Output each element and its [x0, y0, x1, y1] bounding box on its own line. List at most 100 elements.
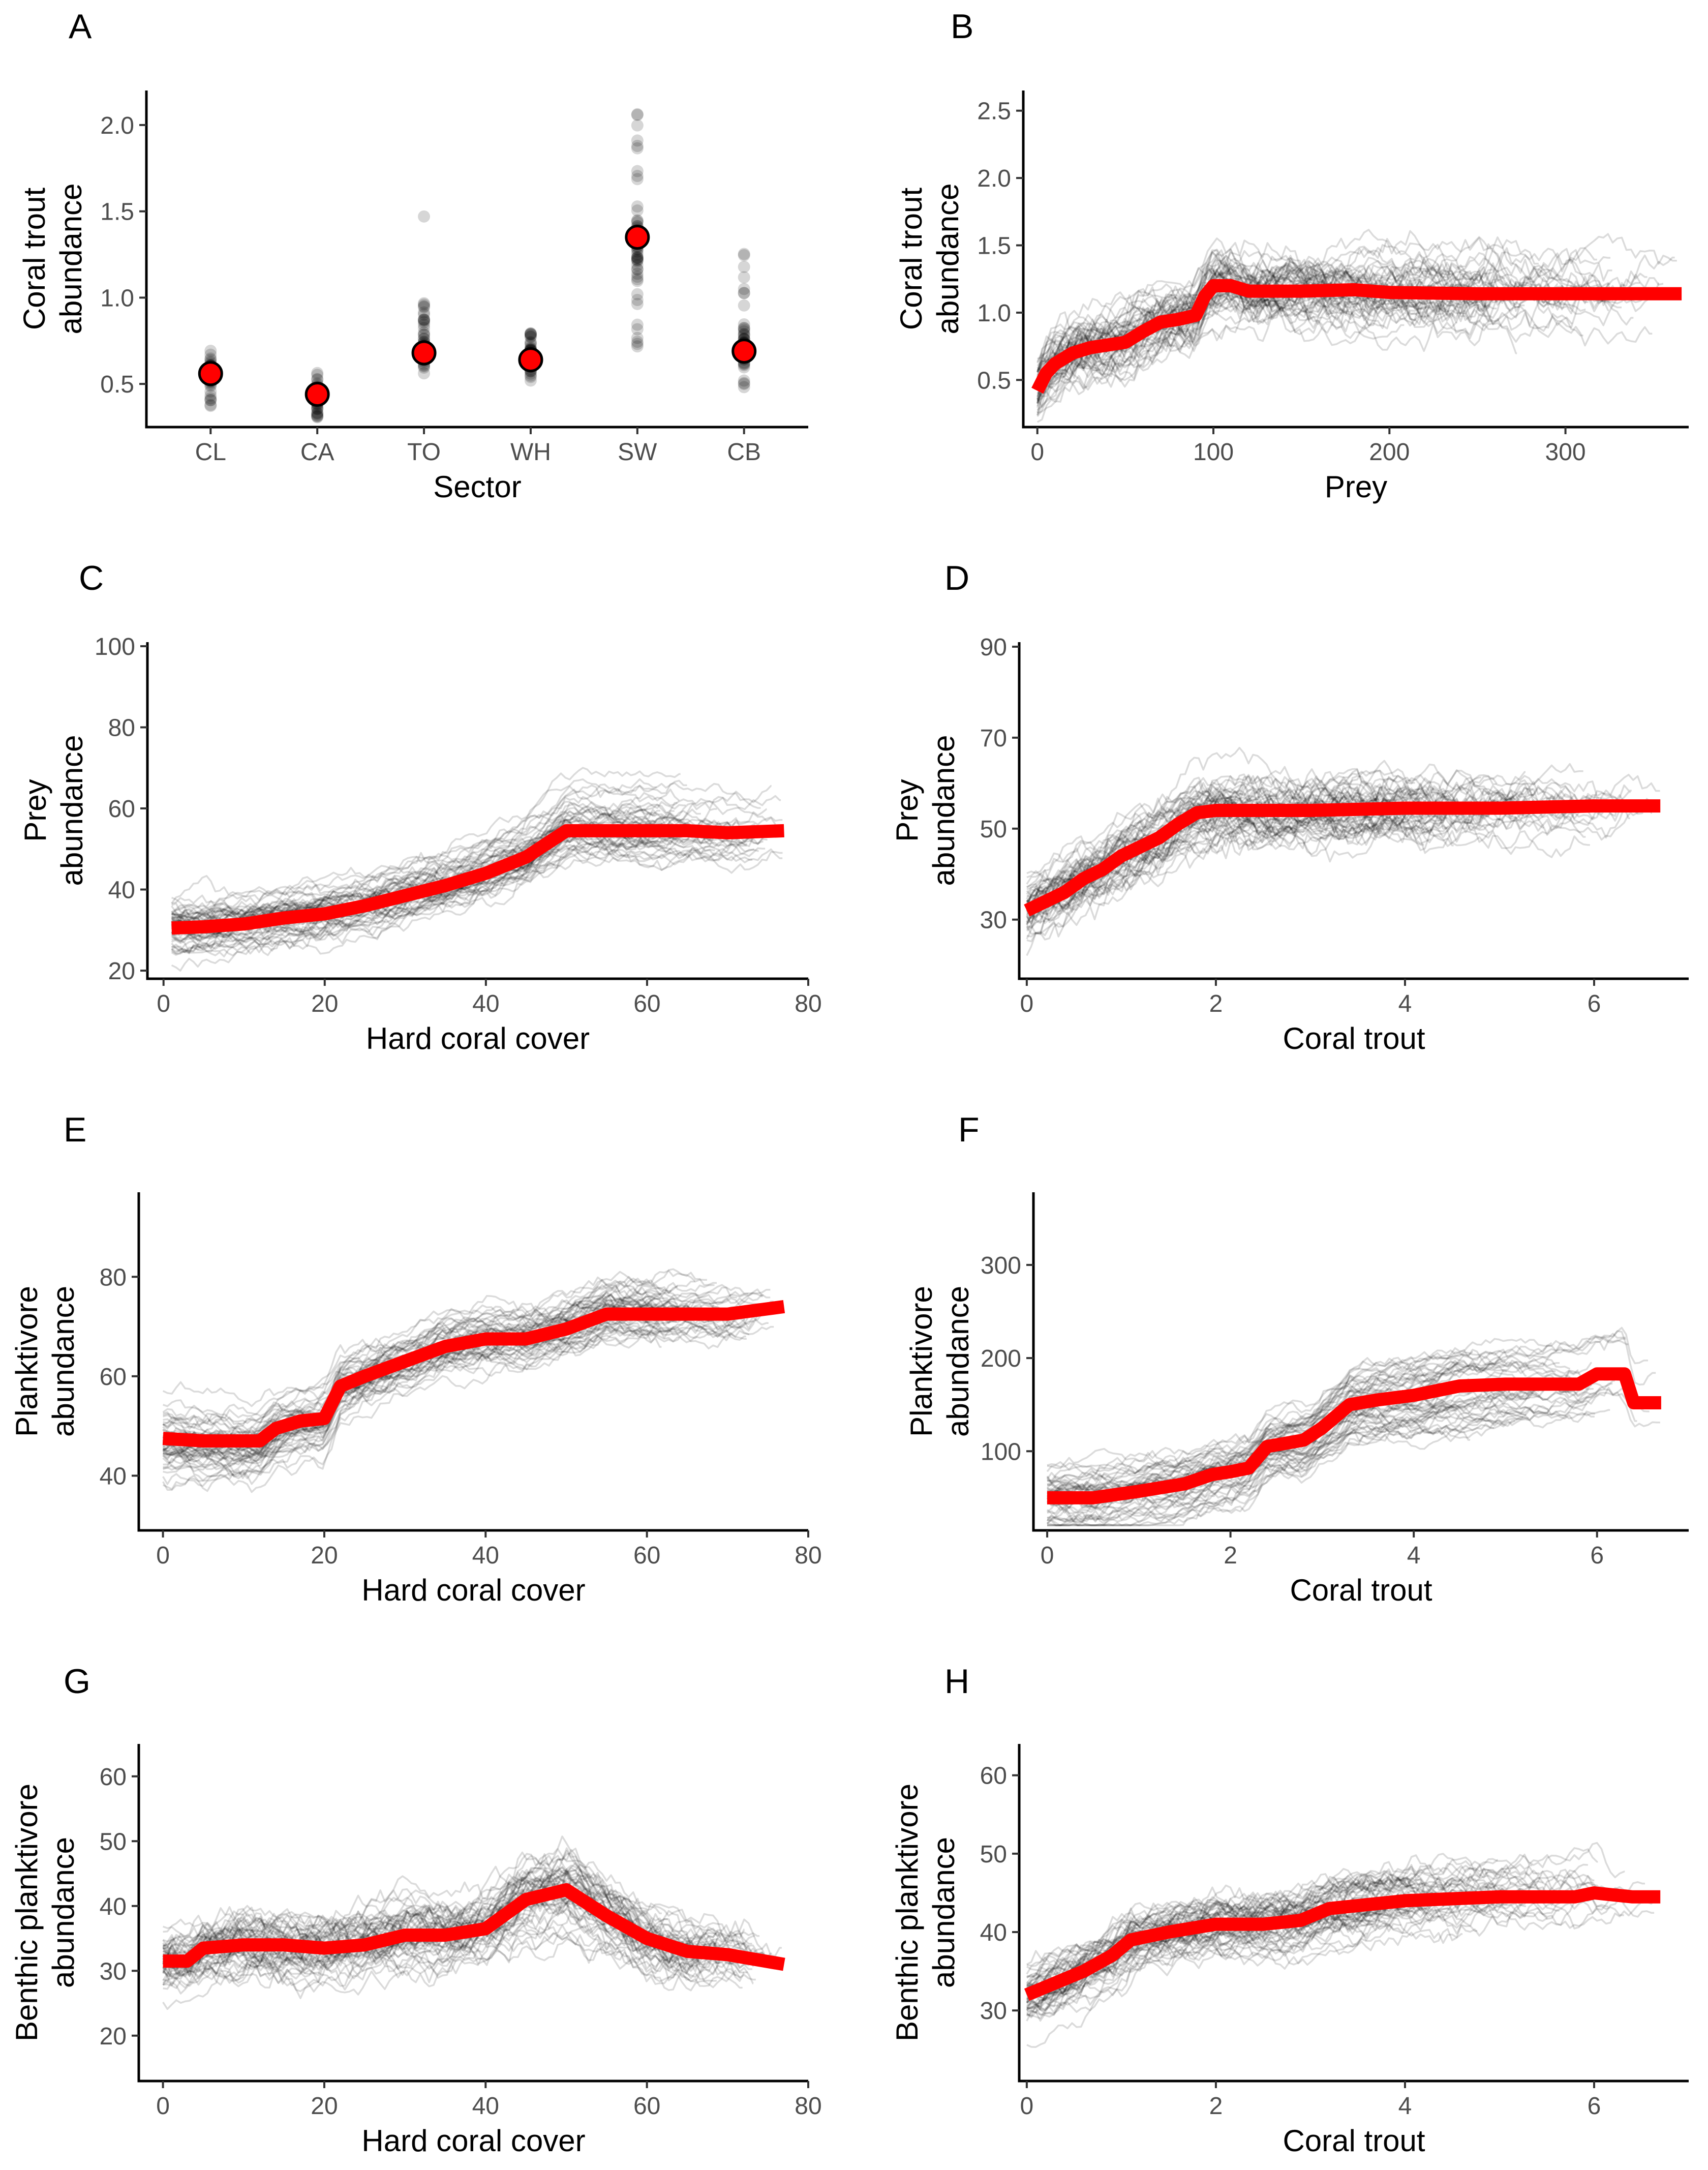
- mean-point-CB: [731, 339, 757, 364]
- ice-line: [1047, 1393, 1597, 1489]
- x-tick-label: 100: [1193, 439, 1234, 466]
- x-tick-label: 20: [311, 2093, 338, 2120]
- ice-line: [162, 1852, 773, 1962]
- ice-line: [1026, 768, 1534, 912]
- panel-G: G 20 30 40 50 60 0 20 40 60 80 Hard coral cover Bent…: [10, 1662, 822, 2158]
- x-tick-label: 0: [1041, 1542, 1054, 1569]
- ice-line: [162, 1301, 688, 1454]
- ice-line: [163, 1835, 772, 1966]
- ice-line: [1026, 1875, 1410, 1984]
- jitter-point: [631, 293, 644, 306]
- ice-line: [1026, 780, 1632, 905]
- ice-line: [171, 804, 711, 905]
- jitter-point: [631, 165, 644, 177]
- ice-line: [1026, 1847, 1598, 1998]
- jitter-point: [631, 297, 644, 310]
- jitter-point: [738, 287, 750, 299]
- ice-line: [162, 1891, 752, 1971]
- ice-line: [1026, 1867, 1621, 2016]
- x-tick-label: 2: [1209, 2093, 1223, 2120]
- ice-line: [1036, 237, 1597, 404]
- panel-D: D 30 50 70 90 0 2 4 6 Coral trout Prey abundance: [890, 559, 1689, 1056]
- ice-line: [1026, 1908, 1434, 2001]
- y-tick-label: 200: [981, 1345, 1021, 1372]
- ice-line: [162, 1853, 668, 1957]
- x-tick-label: 0: [1030, 439, 1044, 466]
- ice-line: [162, 1310, 754, 1462]
- x-tick-label: 40: [472, 2093, 499, 2120]
- ice-line: [162, 1276, 650, 1424]
- jitter-point: [418, 328, 431, 341]
- y-tick-label: 40: [108, 877, 135, 904]
- jitter-point: [738, 374, 750, 387]
- ice-line: [1046, 1362, 1507, 1477]
- y-axis-title-line2-G: abundance: [46, 1837, 80, 1988]
- ice-line: [1047, 1403, 1549, 1526]
- x-tick-label: WH: [510, 439, 551, 466]
- ice-line: [171, 778, 657, 928]
- ice-line: [163, 1913, 703, 1977]
- jitter-point: [418, 314, 431, 326]
- axis-lines-C: [146, 642, 808, 980]
- ice-line: [162, 1898, 662, 1978]
- ice-line: [1026, 1868, 1498, 1967]
- ice-line: [1036, 269, 1505, 372]
- panel-C: C 20 40 60 80 100 0 20 40 60 80 Hard coral cover Pre…: [18, 559, 822, 1056]
- jitter-point: [631, 142, 644, 155]
- ice-line: [1026, 773, 1395, 898]
- ice-line: [162, 1849, 648, 1963]
- ice-line: [1047, 1416, 1515, 1526]
- ice-line: [1026, 775, 1400, 875]
- ice-line: [1036, 269, 1422, 379]
- ice-line: [1026, 1890, 1413, 1991]
- ice-line: [171, 822, 742, 930]
- jitter-point: [204, 385, 217, 398]
- panel-label-E: E: [64, 1110, 86, 1149]
- jitter-point: [311, 406, 324, 419]
- jitter-point: [524, 337, 537, 349]
- y-axis-title-line2-C: abundance: [55, 735, 89, 886]
- x-axis-title-C: Hard coral cover: [366, 1021, 590, 1056]
- jitter-point: [204, 392, 217, 405]
- y-axis-title-line2-D: abundance: [927, 735, 961, 886]
- ice-line: [1026, 1842, 1625, 1995]
- ice-line: [162, 1847, 662, 1943]
- x-tick-label: 40: [472, 990, 499, 1017]
- axis-lines-G: [137, 1744, 808, 2083]
- jitter-point: [418, 367, 431, 380]
- plot-area-E: [162, 1268, 785, 1493]
- jitter-point: [738, 318, 750, 330]
- ice-line: [1026, 1909, 1491, 2000]
- ice-line: [1026, 817, 1424, 908]
- ice-line: [1036, 280, 1499, 407]
- ice-line: [162, 1931, 741, 1991]
- ice-line: [1026, 1916, 1401, 2010]
- ice-line: [162, 1326, 680, 1457]
- y-tick-label: 0.5: [100, 371, 134, 398]
- x-axis-title-H: Coral trout: [1283, 2124, 1425, 2158]
- ice-line: [1026, 822, 1590, 923]
- y-tick-label: 50: [980, 816, 1007, 843]
- ice-line: [1036, 290, 1405, 416]
- pdp-line-D: [1024, 799, 1661, 917]
- jitter-point: [738, 361, 750, 374]
- pdp-line-F: [1047, 1367, 1661, 1504]
- jitter-point: [631, 263, 644, 276]
- ice-line: [1046, 1363, 1556, 1498]
- ice-line: [1026, 798, 1517, 940]
- ice-line: [1026, 817, 1586, 890]
- x-axis-title-G: Hard coral cover: [361, 2124, 585, 2158]
- ice-line: [163, 1297, 668, 1435]
- ice-line: [163, 1932, 756, 1990]
- jitter-point: [738, 381, 750, 394]
- mean-point-CL: [198, 361, 223, 386]
- x-axis-title-B: Prey: [1325, 470, 1387, 504]
- ice-line: [1047, 1409, 1610, 1523]
- x-tick-label: 0: [157, 990, 170, 1017]
- y-axis-title-line2-B: abundance: [931, 184, 965, 335]
- plot-area-A: [198, 108, 757, 424]
- y-tick-label: 60: [108, 796, 135, 823]
- jitter-point: [631, 288, 644, 300]
- ice-line: [1026, 1897, 1417, 2048]
- x-tick-label: CB: [727, 439, 761, 466]
